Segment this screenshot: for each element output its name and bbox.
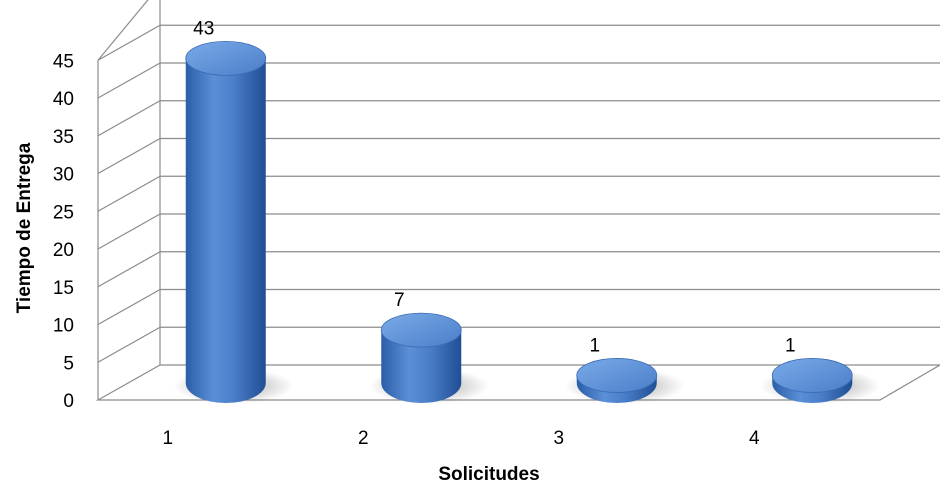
- bar-top: [380, 312, 462, 348]
- y-axis-title: Tiempo de Entrega: [14, 142, 35, 313]
- bar-body: [381, 330, 462, 403]
- gridline-side: [97, 251, 161, 288]
- x-axis-title: Solicitudes: [438, 464, 539, 485]
- x-axis-ticks: 1 2 3 4: [162, 428, 760, 449]
- gridline-side: [97, 213, 161, 250]
- data-label: 43: [193, 18, 214, 39]
- gridline-side: [97, 137, 161, 175]
- bar: 43: [173, 18, 294, 404]
- gridline-side: [97, 175, 161, 212]
- data-label: 1: [589, 335, 600, 356]
- y-tick-label: 20: [53, 240, 74, 261]
- bar-top: [185, 40, 267, 76]
- y-tick-label: 5: [63, 353, 74, 374]
- x-tick-label: 1: [162, 428, 173, 449]
- bar: 7: [369, 290, 490, 404]
- gridline-side: [97, 326, 161, 363]
- bar-top: [771, 358, 853, 393]
- data-label: 7: [394, 290, 405, 311]
- y-tick-label: 30: [53, 165, 74, 186]
- x-tick-label: 4: [749, 428, 760, 449]
- data-label: 1: [785, 335, 796, 356]
- x-tick-label: 2: [358, 428, 369, 449]
- y-tick-label: 15: [53, 278, 74, 299]
- y-tick-label: 10: [53, 316, 74, 337]
- bar: 1: [760, 335, 881, 404]
- gridline-side: [97, 0, 149, 61]
- bar-top: [576, 358, 658, 393]
- gridline-side: [97, 100, 161, 137]
- bars: 43 7 1 1: [173, 18, 881, 404]
- bar: 1: [564, 335, 685, 404]
- bar-body: [185, 58, 266, 403]
- y-tick-label: 45: [53, 51, 74, 72]
- gridlines: [97, 0, 940, 363]
- y-tick-label: 0: [63, 391, 74, 412]
- gridline-side: [97, 288, 161, 326]
- y-axis-ticks: 0 5 10 15 20 25 30 35 40 45: [53, 51, 74, 412]
- y-tick-label: 25: [53, 202, 74, 223]
- y-tick-label: 40: [53, 89, 74, 110]
- gridline-side: [97, 24, 161, 61]
- y-tick-label: 35: [53, 127, 74, 148]
- gridline-side: [97, 62, 161, 99]
- x-tick-label: 3: [553, 428, 564, 449]
